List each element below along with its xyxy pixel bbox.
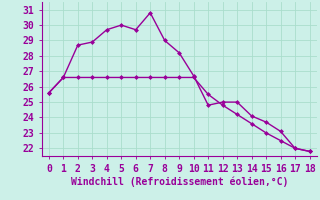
X-axis label: Windchill (Refroidissement éolien,°C): Windchill (Refroidissement éolien,°C) (70, 176, 288, 187)
